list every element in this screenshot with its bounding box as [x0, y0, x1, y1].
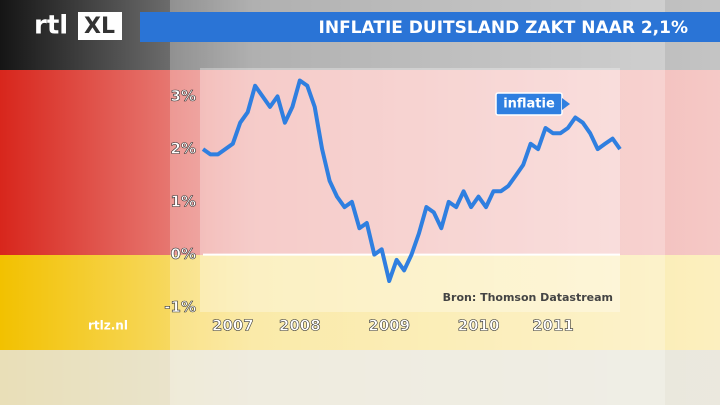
y-tick-label: 0% — [171, 245, 196, 263]
series-line — [201, 78, 622, 283]
y-tick-label: -1% — [164, 298, 196, 316]
title-bar — [140, 12, 720, 42]
x-tick-label: 2008 — [279, 317, 321, 335]
legend-label: inflatie — [503, 97, 555, 112]
y-tick-label: 1% — [171, 192, 196, 210]
panel — [170, 0, 665, 405]
chart-title: INFLATIE DUITSLAND ZAKT NAAR 2,1% — [319, 18, 688, 38]
x-tick-label: 2007 — [212, 317, 254, 335]
logo-box — [78, 12, 122, 40]
x-tick-label: 2009 — [368, 317, 410, 335]
y-tick-label: 2% — [171, 140, 196, 158]
y-tick-label: 3% — [171, 87, 196, 105]
annotation: Bron: Thomson Datastream — [443, 291, 613, 304]
site: rtlz.nl — [88, 319, 128, 333]
legend-pointer — [562, 98, 570, 110]
x-tick-label: 2011 — [532, 317, 574, 335]
logo-tag: XL — [84, 14, 115, 39]
logo: rtl — [34, 11, 68, 41]
x-tick-label: 2010 — [458, 317, 500, 335]
bottom-band — [0, 350, 720, 405]
